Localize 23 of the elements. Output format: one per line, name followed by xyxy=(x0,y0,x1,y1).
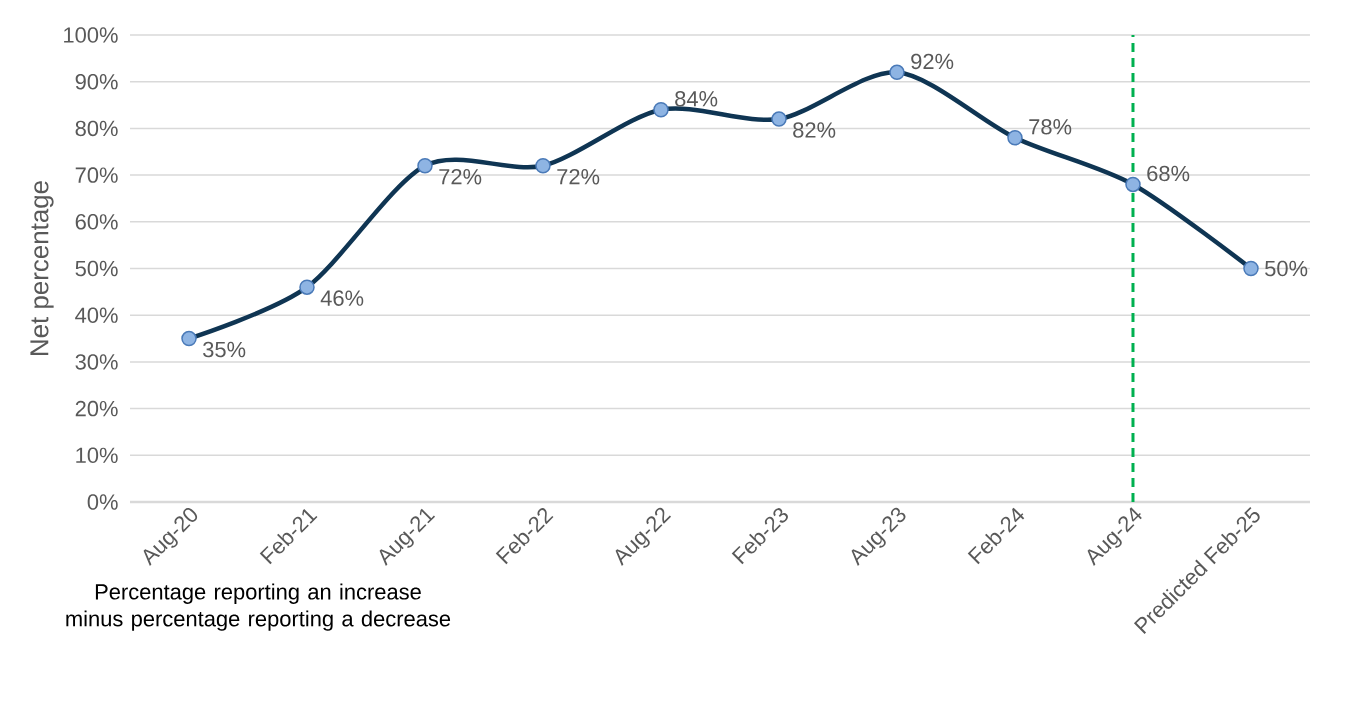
y-tick-label: 30% xyxy=(75,354,118,370)
y-axis-title: Net percentage xyxy=(30,181,54,355)
data-label: 68% xyxy=(1147,165,1190,182)
data-label: 82% xyxy=(793,122,836,138)
data-label: 50% xyxy=(1265,260,1308,277)
data-label: 46% xyxy=(320,290,364,306)
data-label: 84% xyxy=(675,90,718,107)
text: Percentage reporting an increase minus percentage reporting a decrease xyxy=(66,583,451,631)
y-tick-label: 100% xyxy=(64,27,118,43)
y-tick-label: 80% xyxy=(75,120,118,137)
y-tick-label: 90% xyxy=(75,73,118,90)
data-label: 92% xyxy=(911,53,954,70)
y-tick-label: 40% xyxy=(75,307,118,323)
y-tick-label: 50% xyxy=(75,260,118,277)
data-label: 72% xyxy=(439,168,482,185)
y-tick-label: 10% xyxy=(76,447,118,464)
data-label: 78% xyxy=(1029,119,1072,135)
data-label: 72% xyxy=(557,168,600,185)
y-tick-label: 20% xyxy=(75,400,118,417)
y-tick-label: 60% xyxy=(75,214,118,230)
y-tick-label: 0% xyxy=(87,494,118,510)
data-label: 35% xyxy=(203,341,246,358)
y-tick-label: 70% xyxy=(75,167,118,183)
